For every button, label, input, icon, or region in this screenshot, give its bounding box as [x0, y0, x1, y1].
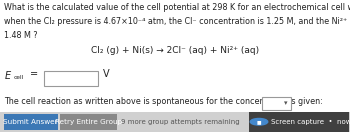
FancyBboxPatch shape: [262, 97, 290, 110]
Text: cell: cell: [13, 75, 23, 80]
Text: $\mathit{E}$: $\mathit{E}$: [4, 69, 12, 81]
Text: 1.48 M ?: 1.48 M ?: [4, 31, 38, 40]
FancyBboxPatch shape: [44, 71, 98, 86]
Text: 9 more group attempts remaining: 9 more group attempts remaining: [121, 119, 239, 125]
Circle shape: [250, 119, 268, 125]
Text: Cl₂ (g) + Ni(s) → 2Cl⁻ (aq) + Ni²⁺ (aq): Cl₂ (g) + Ni(s) → 2Cl⁻ (aq) + Ni²⁺ (aq): [91, 46, 259, 55]
Text: ▾: ▾: [284, 101, 288, 107]
Text: Retry Entire Group: Retry Entire Group: [55, 119, 122, 125]
Text: V: V: [103, 69, 110, 79]
FancyBboxPatch shape: [4, 114, 58, 130]
FancyBboxPatch shape: [248, 112, 349, 132]
Text: Submit Answer: Submit Answer: [3, 119, 58, 125]
Text: =: =: [30, 69, 38, 79]
Text: when the Cl₂ pressure is 4.67×10⁻⁴ atm, the Cl⁻ concentration is 1.25 M, and the: when the Cl₂ pressure is 4.67×10⁻⁴ atm, …: [4, 17, 350, 26]
FancyBboxPatch shape: [0, 112, 350, 132]
FancyBboxPatch shape: [0, 0, 350, 112]
FancyBboxPatch shape: [60, 114, 117, 130]
Text: Screen capture  •  now: Screen capture • now: [271, 119, 350, 125]
Text: The cell reaction as written above is spontaneous for the concentrations given:: The cell reaction as written above is sp…: [4, 97, 323, 106]
Text: What is the calculated value of the cell potential at 298 K for an electrochemic: What is the calculated value of the cell…: [4, 3, 350, 12]
Text: ■: ■: [257, 119, 261, 124]
